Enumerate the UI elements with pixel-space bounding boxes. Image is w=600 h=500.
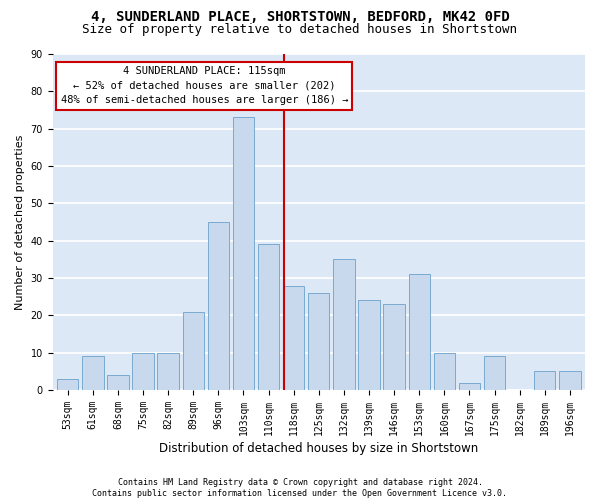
Bar xyxy=(182,312,204,390)
Bar xyxy=(107,375,128,390)
Bar xyxy=(459,382,480,390)
Bar xyxy=(82,356,104,390)
Text: 4, SUNDERLAND PLACE, SHORTSTOWN, BEDFORD, MK42 0FD: 4, SUNDERLAND PLACE, SHORTSTOWN, BEDFORD… xyxy=(91,10,509,24)
Bar xyxy=(283,286,304,390)
Bar xyxy=(258,244,279,390)
Bar xyxy=(57,379,79,390)
Text: Size of property relative to detached houses in Shortstown: Size of property relative to detached ho… xyxy=(83,22,517,36)
Bar xyxy=(333,260,355,390)
Bar xyxy=(559,372,581,390)
Bar xyxy=(133,352,154,390)
Bar xyxy=(157,352,179,390)
Bar xyxy=(383,304,405,390)
Bar xyxy=(409,274,430,390)
Text: Contains HM Land Registry data © Crown copyright and database right 2024.
Contai: Contains HM Land Registry data © Crown c… xyxy=(92,478,508,498)
X-axis label: Distribution of detached houses by size in Shortstown: Distribution of detached houses by size … xyxy=(159,442,478,455)
Bar xyxy=(208,222,229,390)
Bar xyxy=(358,300,380,390)
Y-axis label: Number of detached properties: Number of detached properties xyxy=(15,134,25,310)
Bar xyxy=(534,372,556,390)
Bar xyxy=(233,118,254,390)
Text: 4 SUNDERLAND PLACE: 115sqm
← 52% of detached houses are smaller (202)
48% of sem: 4 SUNDERLAND PLACE: 115sqm ← 52% of deta… xyxy=(61,66,348,106)
Bar xyxy=(434,352,455,390)
Bar xyxy=(484,356,505,390)
Bar xyxy=(308,293,329,390)
